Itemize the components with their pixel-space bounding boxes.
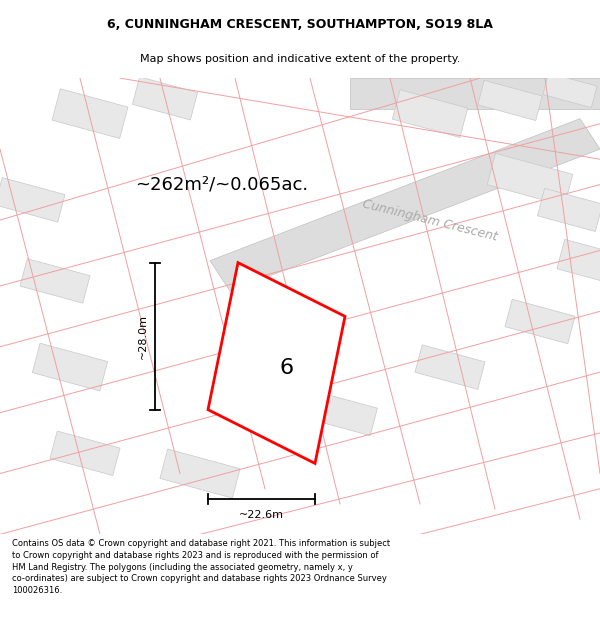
Text: Contains OS data © Crown copyright and database right 2021. This information is : Contains OS data © Crown copyright and d… bbox=[12, 539, 390, 595]
Polygon shape bbox=[392, 90, 467, 138]
Polygon shape bbox=[543, 73, 597, 107]
Polygon shape bbox=[487, 153, 573, 206]
Polygon shape bbox=[350, 78, 600, 109]
Polygon shape bbox=[52, 89, 128, 139]
Polygon shape bbox=[302, 390, 377, 436]
Polygon shape bbox=[415, 345, 485, 389]
Polygon shape bbox=[505, 299, 575, 344]
Polygon shape bbox=[538, 188, 600, 231]
Text: ~28.0m: ~28.0m bbox=[138, 314, 148, 359]
Polygon shape bbox=[160, 449, 240, 498]
Text: Cunningham Crescent: Cunningham Crescent bbox=[361, 197, 499, 243]
Text: 6, CUNNINGHAM CRESCENT, SOUTHAMPTON, SO19 8LA: 6, CUNNINGHAM CRESCENT, SOUTHAMPTON, SO1… bbox=[107, 19, 493, 31]
Polygon shape bbox=[210, 119, 600, 291]
Polygon shape bbox=[208, 262, 345, 463]
Polygon shape bbox=[0, 177, 65, 222]
Text: ~262m²/~0.065ac.: ~262m²/~0.065ac. bbox=[135, 176, 308, 194]
Polygon shape bbox=[20, 259, 90, 303]
Polygon shape bbox=[32, 343, 107, 391]
Polygon shape bbox=[50, 431, 120, 476]
Polygon shape bbox=[557, 239, 600, 282]
Polygon shape bbox=[133, 77, 197, 120]
Text: ~22.6m: ~22.6m bbox=[239, 510, 284, 520]
Text: Map shows position and indicative extent of the property.: Map shows position and indicative extent… bbox=[140, 54, 460, 64]
Text: 6: 6 bbox=[280, 358, 293, 378]
Polygon shape bbox=[478, 81, 542, 121]
